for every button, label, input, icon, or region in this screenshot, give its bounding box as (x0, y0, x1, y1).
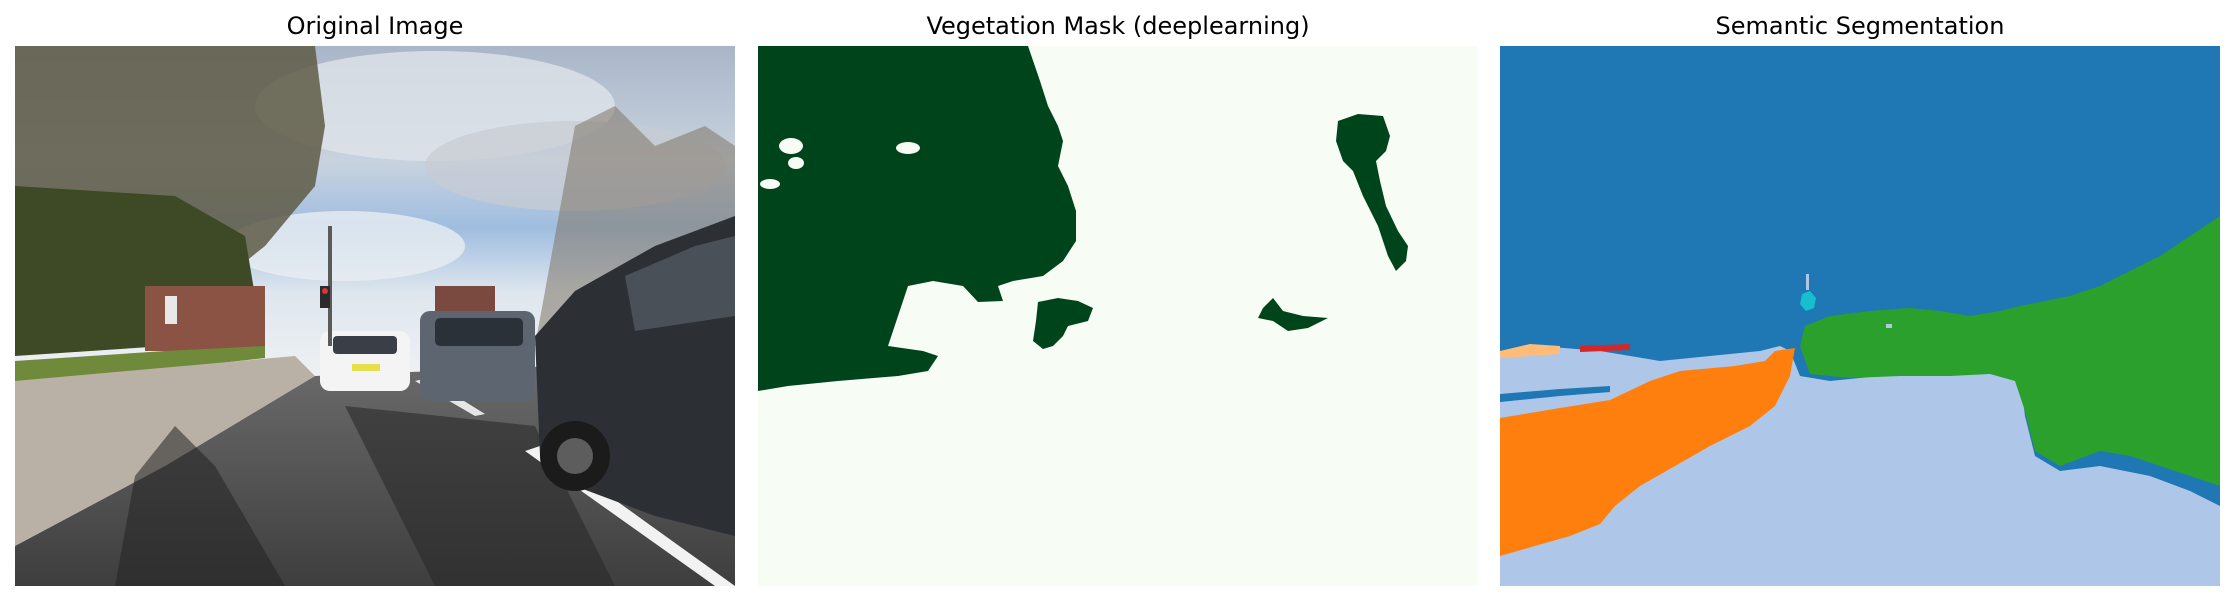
mask-vegetation-blob (1258, 298, 1328, 331)
semantic-segmentation (1500, 46, 2220, 586)
semantic-segmentation-panel (1500, 46, 2220, 586)
seg-sign (1800, 291, 1816, 311)
original-image-panel (15, 46, 735, 586)
vegetation-mask (758, 46, 1478, 586)
original-image-title: Original Image (286, 12, 464, 40)
mask-vegetation-blob (1033, 298, 1093, 349)
vegetation-mask-title: Vegetation Mask (deeplearning) (926, 12, 1310, 40)
semantic-segmentation-title: Semantic Segmentation (1715, 12, 2005, 40)
mask-vegetation-tree (1336, 114, 1408, 271)
seg-sky-patch (1500, 386, 1610, 402)
original-image (15, 46, 735, 586)
seg-vegetation (1800, 216, 2220, 486)
seg-building (1500, 344, 1560, 358)
mask-vegetation-left (758, 46, 1076, 391)
seg-sidewalk (1500, 348, 1795, 556)
seg-pole (1580, 344, 1630, 352)
vegetation-mask-panel (758, 46, 1478, 586)
